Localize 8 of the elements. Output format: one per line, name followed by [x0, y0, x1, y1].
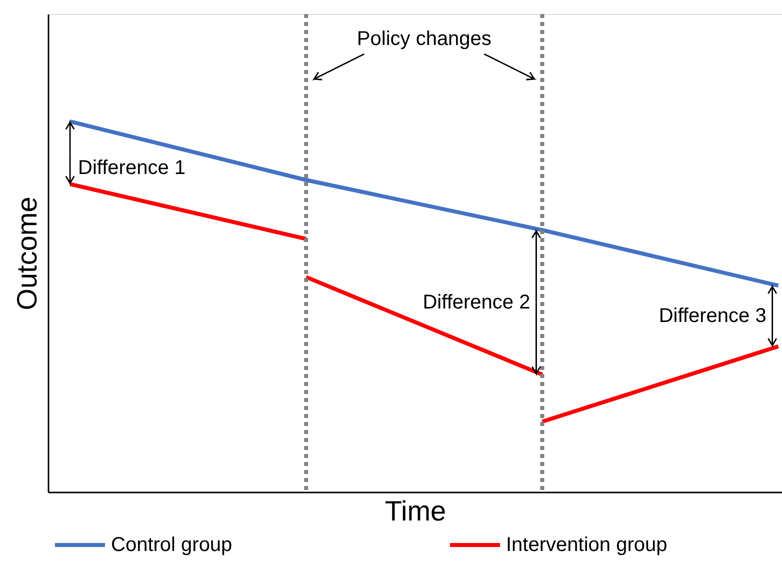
legend-label: Intervention group: [506, 534, 668, 556]
text: Policy changes: [356, 28, 492, 50]
legend-label: Control group: [111, 534, 232, 556]
annotation: Difference 2: [422, 291, 530, 314]
y-axis-title: Outcome: [12, 196, 42, 310]
x-axis-title: Time: [384, 496, 446, 526]
annotation: Difference 1: [78, 156, 186, 179]
annotation: Difference 3: [658, 304, 766, 327]
